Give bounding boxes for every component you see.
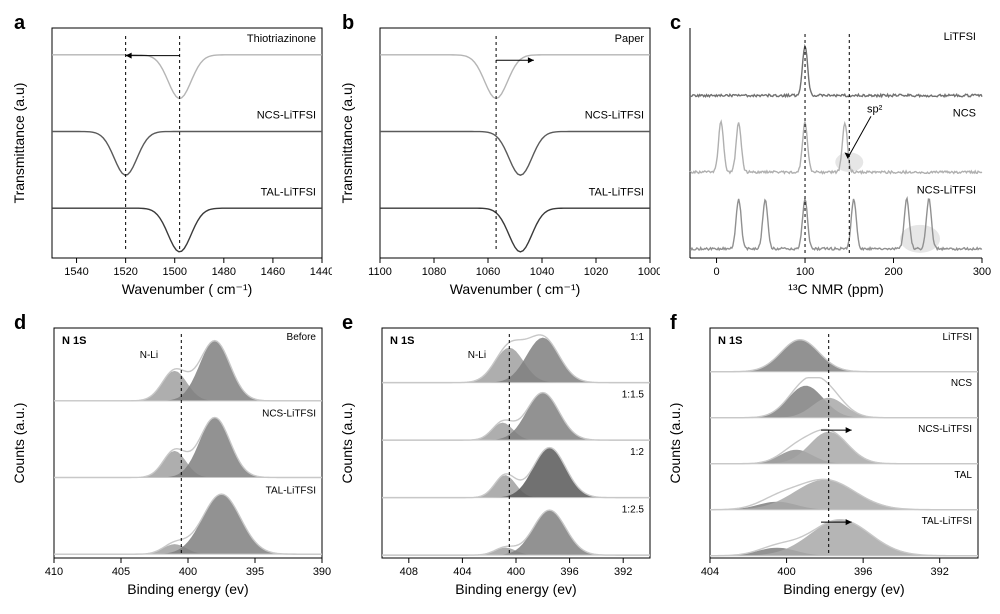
- panel-label-b: b: [342, 12, 354, 35]
- svg-text:NCS-LiTFSI: NCS-LiTFSI: [257, 110, 316, 122]
- svg-text:N-Li: N-Li: [468, 350, 486, 361]
- svg-text:Thiotriazinone: Thiotriazinone: [247, 33, 316, 45]
- svg-text:300: 300: [973, 266, 991, 278]
- svg-text:Binding energy (ev): Binding energy (ev): [783, 581, 904, 597]
- svg-text:408: 408: [400, 566, 418, 578]
- panel-label-c: c: [670, 12, 681, 35]
- svg-text:1480: 1480: [212, 266, 236, 278]
- svg-text:400: 400: [179, 566, 197, 578]
- svg-text:TAL-LiTFSI: TAL-LiTFSI: [922, 516, 972, 527]
- svg-text:LiTFSI: LiTFSI: [943, 332, 972, 343]
- svg-text:1500: 1500: [162, 266, 186, 278]
- svg-text:1520: 1520: [113, 266, 137, 278]
- svg-text:1440: 1440: [310, 266, 332, 278]
- svg-text:Counts (a.u.): Counts (a.u.): [667, 403, 683, 484]
- svg-text:TAL-LiTFSI: TAL-LiTFSI: [589, 186, 644, 198]
- panel-label-f: f: [670, 312, 677, 335]
- svg-text:Wavenumber ( cm⁻¹): Wavenumber ( cm⁻¹): [122, 281, 253, 297]
- svg-text:392: 392: [931, 566, 949, 578]
- svg-text:200: 200: [884, 266, 902, 278]
- panel-label-d: d: [14, 312, 26, 335]
- svg-text:Counts (a.u.): Counts (a.u.): [339, 403, 355, 484]
- svg-text:0: 0: [713, 266, 719, 278]
- svg-text:400: 400: [777, 566, 795, 578]
- svg-text:NCS: NCS: [953, 108, 976, 120]
- svg-text:390: 390: [313, 566, 331, 578]
- svg-text:Wavenumber ( cm⁻¹): Wavenumber ( cm⁻¹): [450, 281, 581, 297]
- svg-text:396: 396: [560, 566, 578, 578]
- svg-text:NCS-LiTFSI: NCS-LiTFSI: [585, 110, 644, 122]
- svg-text:Binding energy (ev): Binding energy (ev): [455, 581, 576, 597]
- svg-text:LiTFSI: LiTFSI: [944, 31, 976, 43]
- svg-text:396: 396: [854, 566, 872, 578]
- svg-text:1:2: 1:2: [630, 447, 644, 458]
- svg-text:1:2.5: 1:2.5: [622, 505, 645, 516]
- svg-text:Transmittance (a.u): Transmittance (a.u): [339, 83, 355, 204]
- panel-label-e: e: [342, 312, 353, 335]
- svg-text:404: 404: [701, 566, 719, 578]
- svg-text:405: 405: [112, 566, 130, 578]
- svg-text:1:1: 1:1: [630, 332, 644, 343]
- svg-text:1020: 1020: [584, 266, 608, 278]
- svg-text:NCS-LiTFSI: NCS-LiTFSI: [917, 184, 976, 196]
- svg-text:N 1S: N 1S: [718, 335, 742, 347]
- svg-text:Transmittance (a.u): Transmittance (a.u): [11, 83, 27, 204]
- panel-label-a: a: [14, 12, 25, 35]
- svg-text:1:1.5: 1:1.5: [622, 390, 645, 401]
- svg-text:N 1S: N 1S: [390, 335, 414, 347]
- svg-text:Binding energy (ev): Binding energy (ev): [127, 581, 248, 597]
- svg-text:Counts (a.u.): Counts (a.u.): [11, 403, 27, 484]
- svg-text:1040: 1040: [530, 266, 554, 278]
- svg-text:sp²: sp²: [867, 103, 883, 115]
- svg-text:1460: 1460: [261, 266, 285, 278]
- svg-text:1100: 1100: [368, 266, 392, 278]
- svg-text:NCS-LiTFSI: NCS-LiTFSI: [918, 424, 972, 435]
- svg-text:1060: 1060: [476, 266, 500, 278]
- svg-text:1540: 1540: [64, 266, 88, 278]
- svg-text:¹³C NMR (ppm): ¹³C NMR (ppm): [788, 281, 884, 297]
- svg-text:TAL-LiTFSI: TAL-LiTFSI: [261, 186, 316, 198]
- svg-text:TAL: TAL: [954, 470, 972, 481]
- svg-text:395: 395: [246, 566, 264, 578]
- svg-text:N-Li: N-Li: [140, 350, 158, 361]
- svg-text:Before: Before: [287, 332, 317, 343]
- svg-text:1080: 1080: [422, 266, 446, 278]
- svg-text:404: 404: [453, 566, 471, 578]
- svg-text:Paper: Paper: [615, 33, 645, 45]
- svg-text:1000: 1000: [638, 266, 660, 278]
- svg-text:100: 100: [796, 266, 814, 278]
- svg-text:TAL-LiTFSI: TAL-LiTFSI: [266, 485, 316, 496]
- svg-text:NCS: NCS: [951, 378, 972, 389]
- svg-text:410: 410: [45, 566, 63, 578]
- svg-text:NCS-LiTFSI: NCS-LiTFSI: [262, 409, 316, 420]
- svg-text:N 1S: N 1S: [62, 335, 86, 347]
- svg-text:392: 392: [614, 566, 632, 578]
- svg-text:400: 400: [507, 566, 525, 578]
